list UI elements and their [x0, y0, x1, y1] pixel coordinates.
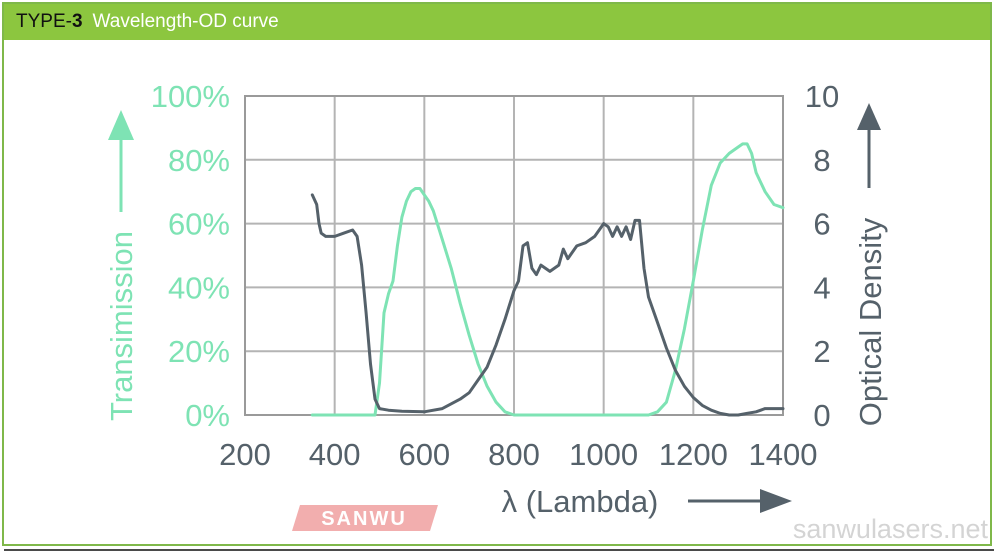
x-tick-label: 200 — [219, 437, 271, 472]
header-number: 3 — [71, 11, 83, 32]
y-right-tick-label: 0 — [813, 398, 830, 433]
x-axis-title: λ (Lambda) — [502, 484, 659, 519]
x-tick-label: 1400 — [749, 437, 818, 472]
bottom-rule — [4, 549, 994, 551]
y-right-tick-labels: 0 2 4 6 8 10 — [805, 79, 839, 433]
y-right-tick-label: 2 — [813, 334, 830, 369]
x-tick-label: 1000 — [569, 437, 638, 472]
x-tick-label: 600 — [398, 437, 450, 472]
optical-density-curve — [310, 193, 785, 417]
header-prefix: TYPE- — [16, 11, 72, 32]
y-left-arrow-icon — [108, 110, 134, 212]
series-layer — [310, 142, 785, 417]
y-left-axis-title: Transimission — [104, 231, 139, 421]
header-title: Wavelength-OD curve — [92, 11, 279, 32]
transmission-curve — [310, 142, 785, 417]
y-left-tick-label: 80% — [168, 143, 230, 178]
figure-header: TYPE- 3 Wavelength-OD curve — [4, 4, 990, 40]
x-tick-label: 800 — [488, 437, 540, 472]
y-left-tick-label: 0% — [185, 398, 230, 433]
y-right-tick-label: 6 — [813, 207, 830, 242]
grid — [244, 95, 784, 416]
y-right-tick-label: 4 — [813, 270, 830, 305]
y-right-tick-label: 8 — [813, 143, 830, 178]
y-left-tick-label: 100% — [151, 79, 230, 114]
y-right-tick-label: 10 — [805, 79, 839, 114]
sanwu-logo: SANWU — [292, 505, 438, 531]
y-right-arrow-icon — [857, 103, 881, 188]
y-left-tick-label: 20% — [168, 334, 230, 369]
sanwu-logo-text: SANWU — [321, 508, 407, 530]
figure-frame — [2, 2, 992, 546]
y-left-tick-label: 40% — [168, 270, 230, 305]
site-watermark: sanwulasers.net — [793, 514, 989, 544]
x-tick-labels: 200 400 600 800 1000 1200 1400 — [219, 437, 817, 472]
x-tick-label: 400 — [309, 437, 361, 472]
x-tick-label: 1200 — [659, 437, 728, 472]
y-right-axis-title: Optical Density — [853, 217, 888, 426]
y-left-tick-labels: 0% 20% 40% 60% 80% 100% — [151, 79, 230, 433]
x-arrow-icon — [688, 489, 792, 513]
y-left-tick-label: 60% — [168, 207, 230, 242]
